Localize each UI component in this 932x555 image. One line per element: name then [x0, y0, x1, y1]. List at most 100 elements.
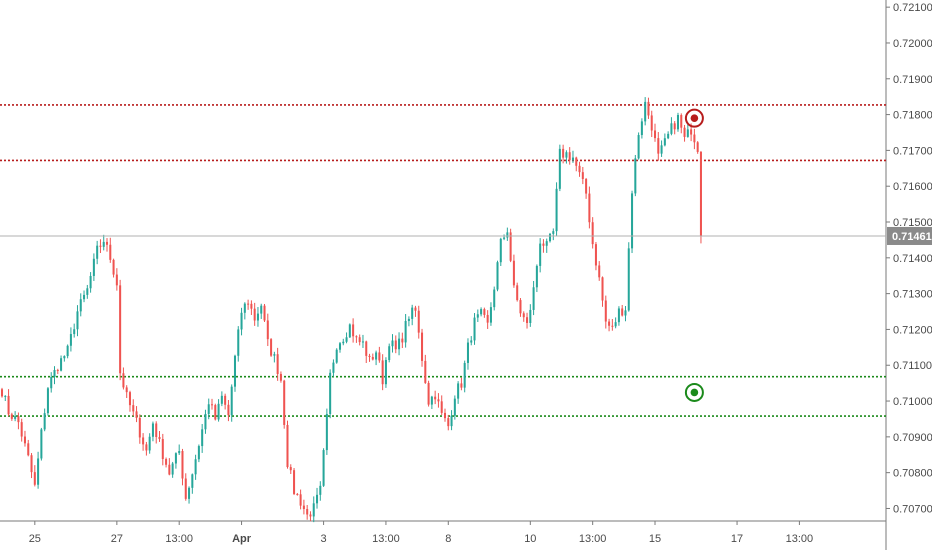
- candle-up: [644, 101, 647, 122]
- x-tick-label: 8: [445, 533, 451, 545]
- candle-down: [17, 416, 20, 423]
- candle-down: [270, 339, 273, 356]
- candle-down: [519, 300, 522, 314]
- candle-up: [171, 463, 174, 475]
- candle-up: [201, 429, 204, 447]
- candle-up: [40, 429, 43, 459]
- candle-up: [204, 413, 207, 430]
- candle-down: [368, 355, 371, 358]
- candle-up: [260, 305, 263, 314]
- candle-up: [50, 377, 53, 389]
- candle-down: [227, 404, 230, 416]
- candle-up: [407, 318, 410, 321]
- candle-up: [558, 148, 561, 189]
- candle-up: [529, 309, 532, 323]
- y-tick-label: 0.71800: [893, 110, 932, 122]
- candle-down: [355, 336, 358, 338]
- candle-up: [217, 403, 220, 420]
- candle-down: [680, 114, 683, 128]
- candle-down: [10, 414, 13, 419]
- x-tick-label: 13:00: [165, 533, 193, 545]
- candle-up: [89, 275, 92, 289]
- candle-down: [99, 245, 102, 247]
- candle-down: [581, 172, 584, 179]
- candle-down: [575, 157, 578, 166]
- candle-down: [115, 274, 118, 286]
- candle-up: [388, 346, 391, 360]
- candle-up: [332, 362, 335, 373]
- candle-down: [522, 313, 525, 318]
- candle-up: [640, 121, 643, 136]
- candle-down: [447, 418, 450, 427]
- candle-up: [237, 329, 240, 356]
- candle-down: [401, 338, 404, 343]
- candle-up: [571, 157, 574, 161]
- candle-down: [296, 493, 299, 495]
- y-tick-label: 0.71500: [893, 217, 932, 229]
- candle-up: [634, 158, 637, 194]
- sell-signal-dot: [690, 114, 699, 122]
- candle-down: [443, 412, 447, 419]
- candle-up: [453, 398, 456, 416]
- candle-down: [289, 467, 292, 471]
- candle-down: [132, 405, 135, 412]
- sell-signal-ring: [684, 108, 704, 128]
- candle-down: [460, 383, 463, 388]
- candle-up: [555, 188, 558, 232]
- candle-up: [391, 340, 394, 347]
- candle-down: [683, 127, 686, 137]
- candle-down: [283, 380, 286, 425]
- candle-down: [302, 505, 305, 509]
- candle-up: [76, 311, 79, 330]
- candle-down: [414, 307, 417, 311]
- candle-down: [299, 494, 302, 506]
- candle-down: [591, 222, 594, 245]
- x-tick-label: 13:00: [579, 533, 607, 545]
- candle-up: [463, 362, 466, 388]
- candle-down: [293, 470, 296, 494]
- candle-down: [594, 244, 597, 266]
- candle-up: [545, 241, 548, 246]
- candle-down: [608, 321, 611, 326]
- candle-up: [316, 494, 319, 504]
- candle-down: [112, 259, 115, 275]
- candle-down: [562, 148, 565, 158]
- candle-up: [207, 404, 210, 414]
- candle-up: [667, 133, 670, 139]
- candle-up: [476, 314, 479, 318]
- candle-down: [657, 138, 660, 154]
- candle-down: [434, 396, 437, 400]
- candle-up: [53, 369, 56, 378]
- candle-down: [650, 115, 653, 131]
- candle-down: [611, 325, 614, 327]
- candle-down: [33, 472, 36, 485]
- candle-down: [352, 324, 355, 337]
- candle-up: [375, 352, 378, 360]
- x-tick-label: 3: [321, 533, 327, 545]
- candle-down: [214, 405, 217, 420]
- y-tick-label: 0.71300: [893, 289, 932, 301]
- x-tick-label: Apr: [232, 533, 252, 545]
- candle-down: [542, 243, 545, 246]
- y-tick-label: 0.71600: [893, 181, 932, 193]
- candle-down: [486, 314, 489, 323]
- candle-down: [585, 178, 588, 194]
- candle-down: [699, 151, 702, 237]
- candle-down: [165, 458, 168, 465]
- candle-down: [306, 508, 309, 515]
- candle-down: [621, 308, 624, 316]
- y-tick-label: 0.70800: [893, 468, 932, 480]
- buy-signal-dot: [690, 388, 699, 397]
- candle-down: [512, 260, 515, 286]
- y-tick-label: 0.71200: [893, 324, 932, 336]
- candle-up: [361, 341, 364, 343]
- candle-up: [4, 395, 7, 397]
- candle-up: [174, 453, 177, 464]
- candle-up: [499, 238, 502, 263]
- candle-down: [509, 232, 512, 261]
- candle-down: [128, 392, 131, 406]
- candle-down: [30, 455, 33, 473]
- candle-down: [696, 142, 699, 152]
